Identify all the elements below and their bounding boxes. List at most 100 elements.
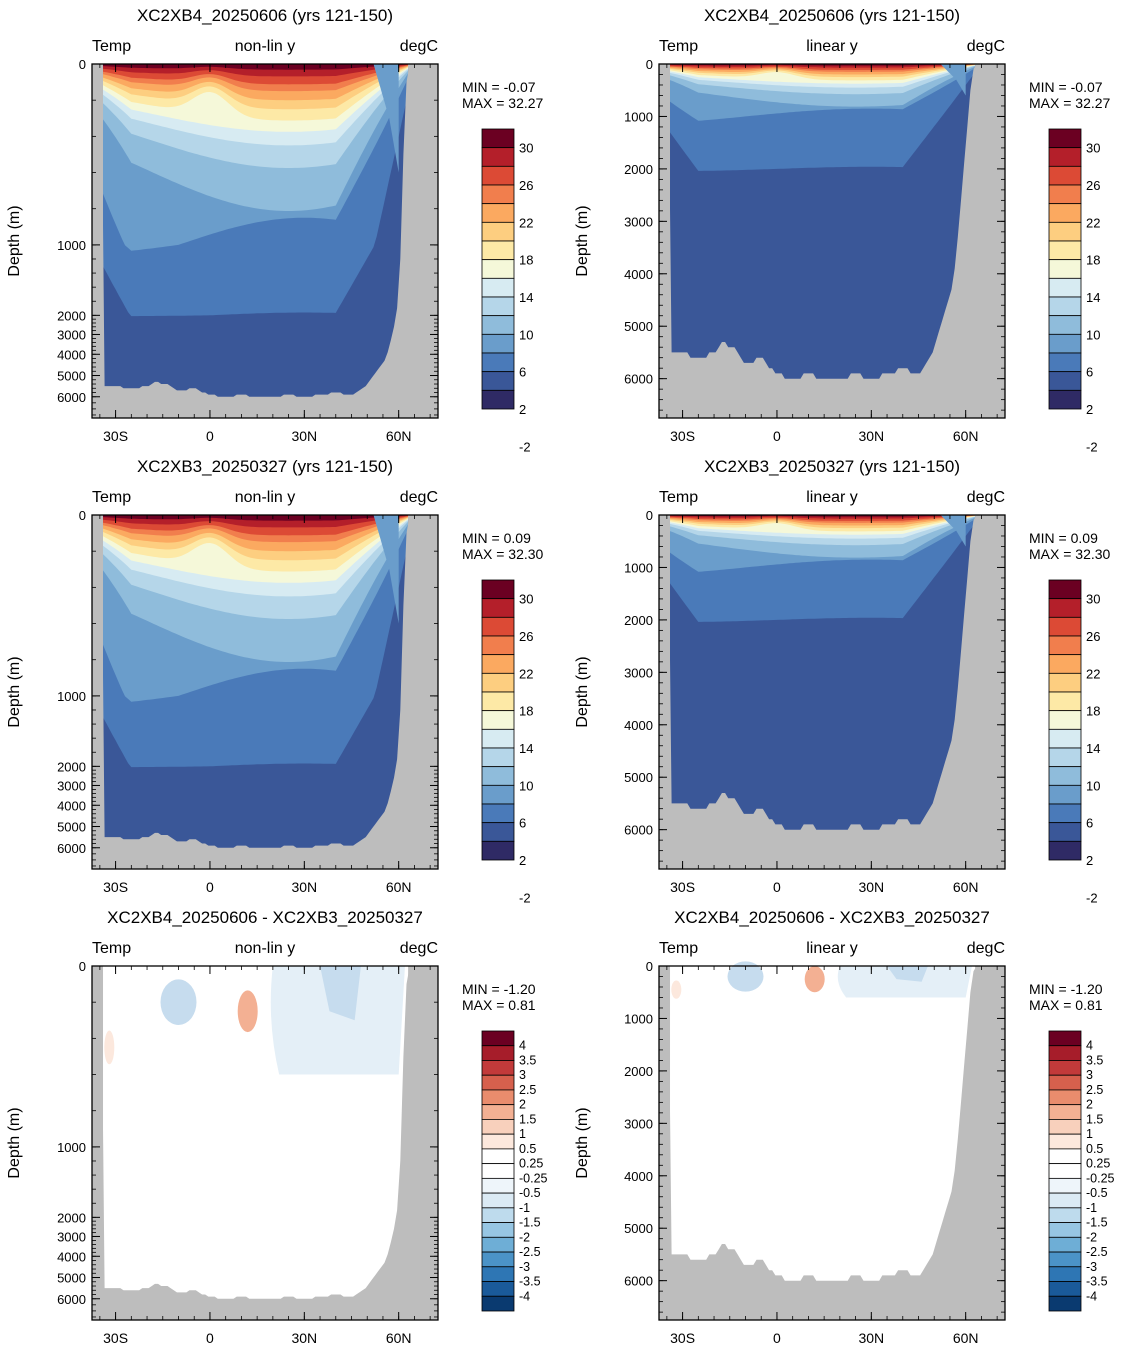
colorbar-segment [481, 616, 515, 637]
colorbar-segment [1048, 1177, 1082, 1194]
colorbar-segment [1048, 579, 1082, 600]
y-tick-label: 3000 [624, 1116, 653, 1131]
panel-1: XC2XB4_20250606 (yrs 121-150) Temp non-lin… [6, 6, 544, 454]
colorbar-label: 6 [1086, 365, 1093, 380]
colorbar-segment [481, 579, 515, 600]
colorbar-label: -3.5 [1086, 1275, 1108, 1289]
colorbar-segment [1048, 240, 1082, 261]
y-tick-label: 5000 [624, 319, 653, 334]
colorbar-segment [481, 1074, 515, 1091]
y-tick-label: 1000 [624, 1011, 653, 1026]
y-tick-label: 6000 [57, 1292, 86, 1307]
x-tick-label: 30S [103, 1330, 128, 1346]
colorbar-label: 3 [519, 1068, 526, 1082]
colorbar-label: -2 [1086, 890, 1098, 905]
colorbar-label: 6 [519, 816, 526, 831]
y-tick-label: 2000 [57, 759, 86, 774]
colorbar-segment [481, 296, 515, 317]
land-mask [92, 515, 438, 869]
colorbar-label: 30 [1086, 141, 1100, 156]
y-tick-label: 4000 [624, 267, 653, 282]
colorbar-label: -0.25 [519, 1171, 548, 1185]
diff-blue-region [270, 966, 405, 1075]
units-label: degC [967, 489, 1005, 506]
colorbar-segment [1048, 296, 1082, 317]
colorbar-segment [481, 352, 515, 373]
x-tick-label: 60N [953, 879, 979, 895]
x-tick-label: 30S [670, 428, 695, 444]
y-axis-title: Depth (m) [6, 1107, 23, 1178]
colorbar-label: -4 [1086, 1289, 1097, 1303]
colorbar-label: 10 [1086, 778, 1100, 793]
colorbar-segment [481, 1030, 515, 1047]
panel-title: XC2XB4_20250606 - XC2XB3_20250327 [674, 908, 990, 927]
colorbar-segment [481, 1148, 515, 1165]
diff-red-blob-south [104, 1030, 115, 1065]
x-tick-label: 30N [291, 879, 317, 895]
colorbar-label: 0.5 [519, 1142, 536, 1156]
colorbar: 43.532.521.510.50.25-0.25-0.5-1-1.5-2-2.… [1048, 1030, 1115, 1312]
y-tick-label: 5000 [57, 820, 86, 835]
colorbar-segment [481, 803, 515, 824]
colorbar-segment [1048, 784, 1082, 805]
x-tick-label: 0 [773, 1330, 781, 1346]
colorbar-segment [1048, 691, 1082, 712]
colorbar-label: -1 [1086, 1201, 1097, 1215]
colorbar-segment [1048, 1133, 1082, 1150]
y-tick-label: 1000 [57, 238, 86, 253]
colorbar-label: -1.5 [1086, 1216, 1108, 1230]
colorbar-segment [481, 1104, 515, 1120]
colorbar-label: 30 [1086, 592, 1100, 607]
axis-type-label: linear y [806, 38, 858, 55]
land-south [92, 515, 104, 869]
panel-2: XC2XB4_20250606 (yrs 121-150) Temp linear … [574, 6, 1111, 454]
land-mask [659, 966, 1005, 1320]
axis-type-label: non-lin y [235, 489, 295, 506]
colorbar-segment [481, 1060, 515, 1076]
colorbar-segment [1048, 128, 1082, 149]
y-tick-label: 0 [79, 508, 86, 523]
plot-area [659, 961, 1005, 1320]
colorbar-segment [481, 1207, 515, 1223]
colorbar-segment [1048, 1192, 1082, 1209]
colorbar-segment [1048, 1119, 1082, 1135]
y-tick-label: 6000 [57, 841, 86, 856]
axis-type-label: non-lin y [235, 38, 295, 55]
colorbar-segment [481, 635, 515, 656]
x-tick-label: 30N [858, 879, 884, 895]
colorbar-segment [481, 728, 515, 749]
colorbar-segment [1048, 654, 1082, 674]
y-tick-label: 5000 [57, 1271, 86, 1286]
y-tick-label: 5000 [624, 770, 653, 785]
plot-frame [91, 514, 439, 870]
colorbar-segment [1048, 803, 1082, 824]
y-tick-label: 6000 [57, 390, 86, 405]
panel-title: XC2XB3_20250327 (yrs 121-150) [704, 457, 960, 476]
colorbar-segment [481, 710, 515, 730]
colorbar-segment [1048, 277, 1082, 298]
plot-area [92, 966, 438, 1320]
colorbar-segment [481, 1133, 515, 1150]
colorbar-segment [1048, 635, 1082, 656]
colorbar-label: 3 [1086, 1068, 1093, 1082]
plot-area [659, 515, 1005, 869]
colorbar-label: 14 [519, 741, 533, 756]
y-tick-label: 2000 [624, 162, 653, 177]
arctic-cold-patch [940, 64, 966, 96]
land-south [659, 64, 671, 418]
colorbar-label: -1.5 [519, 1216, 541, 1230]
land-north [975, 515, 1005, 869]
colorbar-segment [481, 1236, 515, 1253]
max-label: MAX = 32.27 [1029, 95, 1111, 111]
colorbar-label: 30 [519, 592, 533, 607]
variable-label: Temp [92, 38, 131, 55]
colorbar-label: 14 [519, 290, 533, 305]
colorbar-segment [481, 371, 515, 391]
plot-frame [658, 514, 1006, 870]
colorbar-segment [1048, 315, 1082, 335]
colorbar-segment [481, 1251, 515, 1268]
max-label: MAX = 0.81 [462, 997, 536, 1013]
colorbar-segment [481, 691, 515, 712]
land-north [408, 515, 438, 869]
